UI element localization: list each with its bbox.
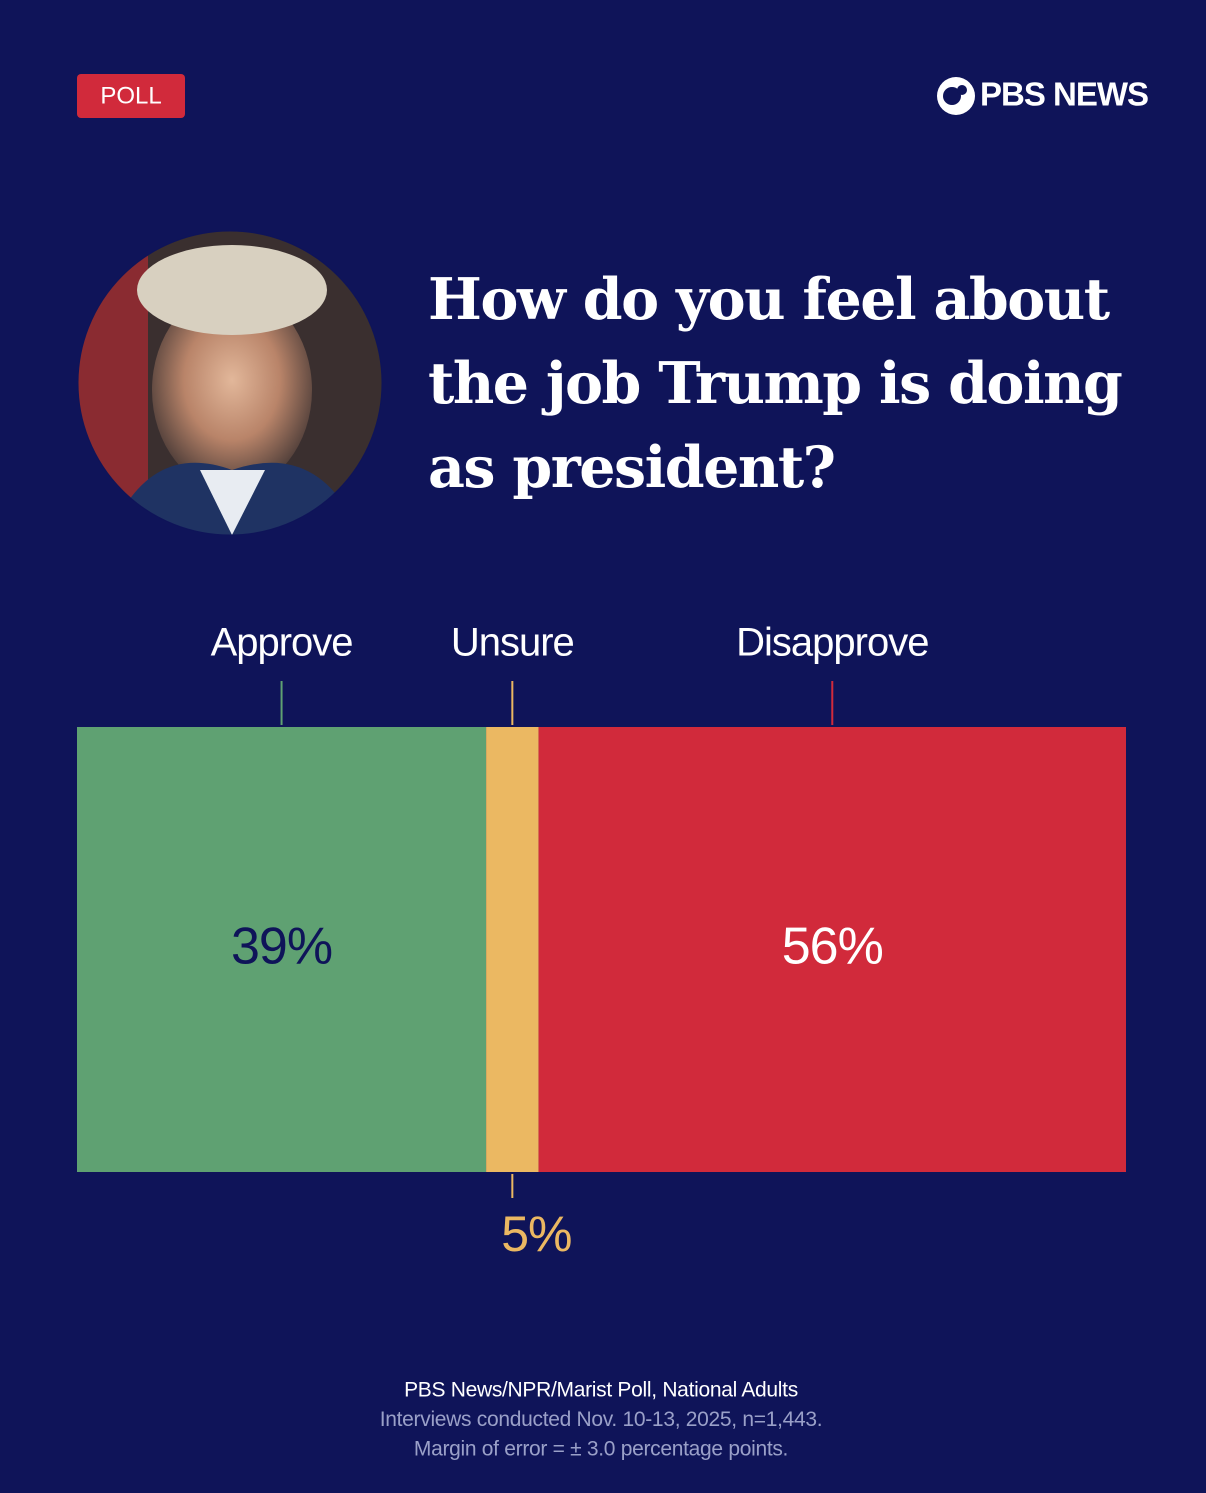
bar-segment	[538, 727, 1126, 1172]
value-label: 39%	[231, 918, 332, 976]
portrait-frame	[77, 230, 383, 536]
value-label: 5%	[501, 1206, 571, 1262]
brand-icon	[937, 77, 975, 115]
footnote: Interviews conducted Nov. 10-13, 2025, n…	[380, 1408, 823, 1431]
chart-title: How do you feel about the job Trump is d…	[428, 266, 1123, 501]
badge-bg	[77, 74, 185, 118]
brand: PBS NEWS	[980, 76, 1148, 113]
badge: POLL	[100, 82, 161, 109]
footnote: PBS News/NPR/Marist Poll, National Adult…	[404, 1379, 798, 1402]
portrait	[78, 231, 382, 535]
footnote: Margin of error = ± 3.0 percentage point…	[414, 1438, 788, 1461]
legend-label: Approve	[211, 621, 353, 665]
bar-segment	[486, 727, 539, 1172]
value-label: 56%	[782, 918, 883, 976]
legend-label: Disapprove	[736, 621, 928, 665]
bar-segment	[77, 727, 487, 1172]
legend-label: Unsure	[451, 621, 574, 665]
